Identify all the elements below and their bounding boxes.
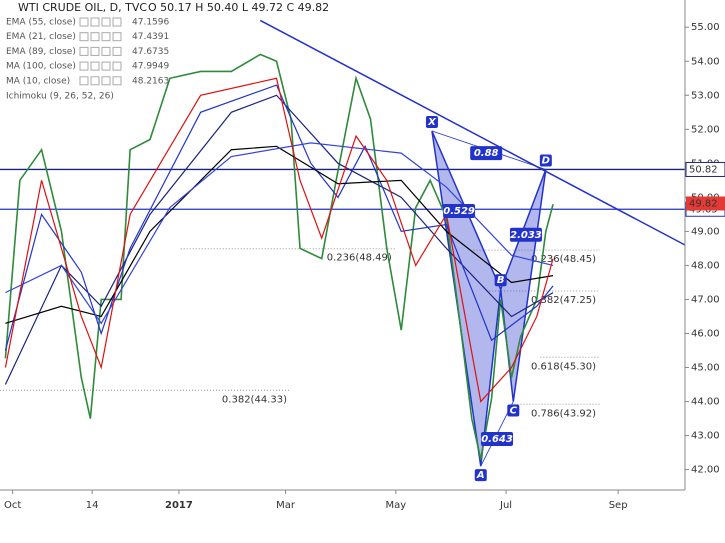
legend-icon [101, 76, 111, 86]
legend-icon [90, 61, 100, 71]
fib-label: 0.382(44.33) [222, 394, 287, 405]
fib-label: 0.382(47.25) [531, 295, 596, 306]
fib-label: 0.236(48.49) [327, 253, 392, 264]
legend-icon [101, 17, 111, 27]
pattern-point-label: X [427, 117, 437, 128]
legend-name: EMA (21, close) [6, 32, 76, 42]
legend-icon [101, 32, 111, 42]
x-tick-label: Sep [609, 500, 628, 511]
legend-bg [3, 74, 163, 87]
y-tick-label: 44.00 [691, 397, 720, 408]
y-tick-label: 43.00 [691, 431, 720, 442]
x-tick-label: Oct [4, 500, 21, 511]
legend-value: 47.1596 [132, 18, 169, 28]
ma-line [5, 142, 554, 325]
fib-label: 0.618(45.30) [531, 361, 596, 372]
legend-name: MA (100, close) [6, 62, 76, 72]
legend-icon [90, 46, 100, 56]
chart-title: WTI CRUDE OIL, D, TVC [18, 1, 147, 14]
legend-bg [3, 60, 163, 73]
ma-line [4, 84, 554, 351]
last-price-label: 49.82 [689, 198, 718, 209]
legend-icon [90, 17, 100, 27]
price-tag-label: 50.82 [689, 164, 718, 175]
ohlc-label: O 50.17 H 50.40 L 49.72 C 49.82 [148, 1, 329, 14]
pattern-point-box [539, 154, 552, 167]
legend-icon [112, 32, 122, 42]
ma-line [5, 145, 554, 324]
legend-icon [79, 46, 89, 56]
y-tick-label: 45.00 [691, 363, 720, 374]
legend-icon [112, 61, 122, 71]
legend-icon [112, 76, 122, 86]
x-tick-label: May [385, 500, 406, 511]
price-tag [685, 161, 725, 177]
legend-icon [101, 61, 111, 71]
x-tick-label: Mar [276, 500, 296, 511]
price-line-series [4, 53, 554, 460]
legend-icon [79, 76, 89, 86]
legend-bg [3, 45, 163, 58]
pattern-point-box [474, 469, 487, 482]
y-tick-label: 52.00 [691, 124, 720, 135]
legend-icon [90, 76, 100, 86]
pattern-point-label: B [497, 275, 505, 286]
fib-label: 0.236(48.45) [531, 254, 596, 265]
y-tick-label: 48.00 [691, 260, 720, 271]
legend-name: MA (10, close) [6, 76, 70, 86]
x-tick-label: Jul [499, 500, 512, 511]
y-tick-label: 54.00 [691, 56, 720, 67]
legend-icon [79, 61, 89, 71]
legend-name: EMA (55, close) [6, 18, 76, 28]
ratio-box [470, 146, 503, 161]
y-tick-label: 46.00 [691, 328, 720, 339]
pattern-point-box [507, 404, 520, 417]
y-tick-label: 49.00 [691, 226, 720, 237]
ratio-label: 0.88 [474, 148, 499, 159]
pattern-point-label: A [476, 470, 485, 481]
fib-label: 0.786(43.92) [531, 408, 596, 419]
legend: EMA (55, close) 47.1596 EMA (21, close) 47.… [3, 16, 169, 102]
ma-line [4, 77, 554, 403]
legend-name: EMA (89, close) [6, 47, 76, 57]
ratio-label: 0.643 [481, 434, 513, 445]
legend-icon [79, 17, 89, 27]
legend-icon [112, 46, 122, 56]
x-tick-label: 14 [86, 500, 99, 511]
ratio-box [481, 431, 514, 446]
pattern-point-label: C [510, 406, 518, 417]
legend-icon [90, 32, 100, 42]
legend-bg [3, 30, 163, 43]
legend-icon [112, 17, 122, 27]
legend-value: 47.4391 [132, 32, 169, 42]
ratio-label: 2.033 [510, 230, 542, 241]
pattern-point-label: D [542, 155, 550, 166]
legend-bg [3, 16, 163, 28]
pattern-point-box [425, 116, 438, 129]
y-tick-label: 42.00 [691, 465, 720, 476]
pattern-point-box [494, 274, 507, 287]
legend-value: 48.2163 [132, 76, 169, 86]
legend-icon [79, 32, 89, 42]
last-price-tag [686, 196, 725, 211]
ratio-box [509, 227, 542, 242]
y-tick-label: 55.00 [691, 22, 720, 33]
legend-value: 47.9949 [132, 62, 169, 72]
ratio-label: 0.529 [443, 206, 475, 217]
indicator-label: Ichimoku (9, 26, 52, 26) [6, 92, 114, 102]
plot-area: 0.236(48.45) 0.382(47.25) 0.618(45.30) 0.78… [0, 19, 686, 467]
x-tick-label: 2017 [165, 500, 193, 511]
y-tick-label: 47.00 [691, 294, 720, 305]
trendline [259, 19, 686, 246]
legend-value: 47.6735 [132, 47, 169, 57]
ratio-box [443, 203, 476, 218]
y-tick-label: 53.00 [691, 90, 720, 101]
legend-icon [101, 46, 111, 56]
